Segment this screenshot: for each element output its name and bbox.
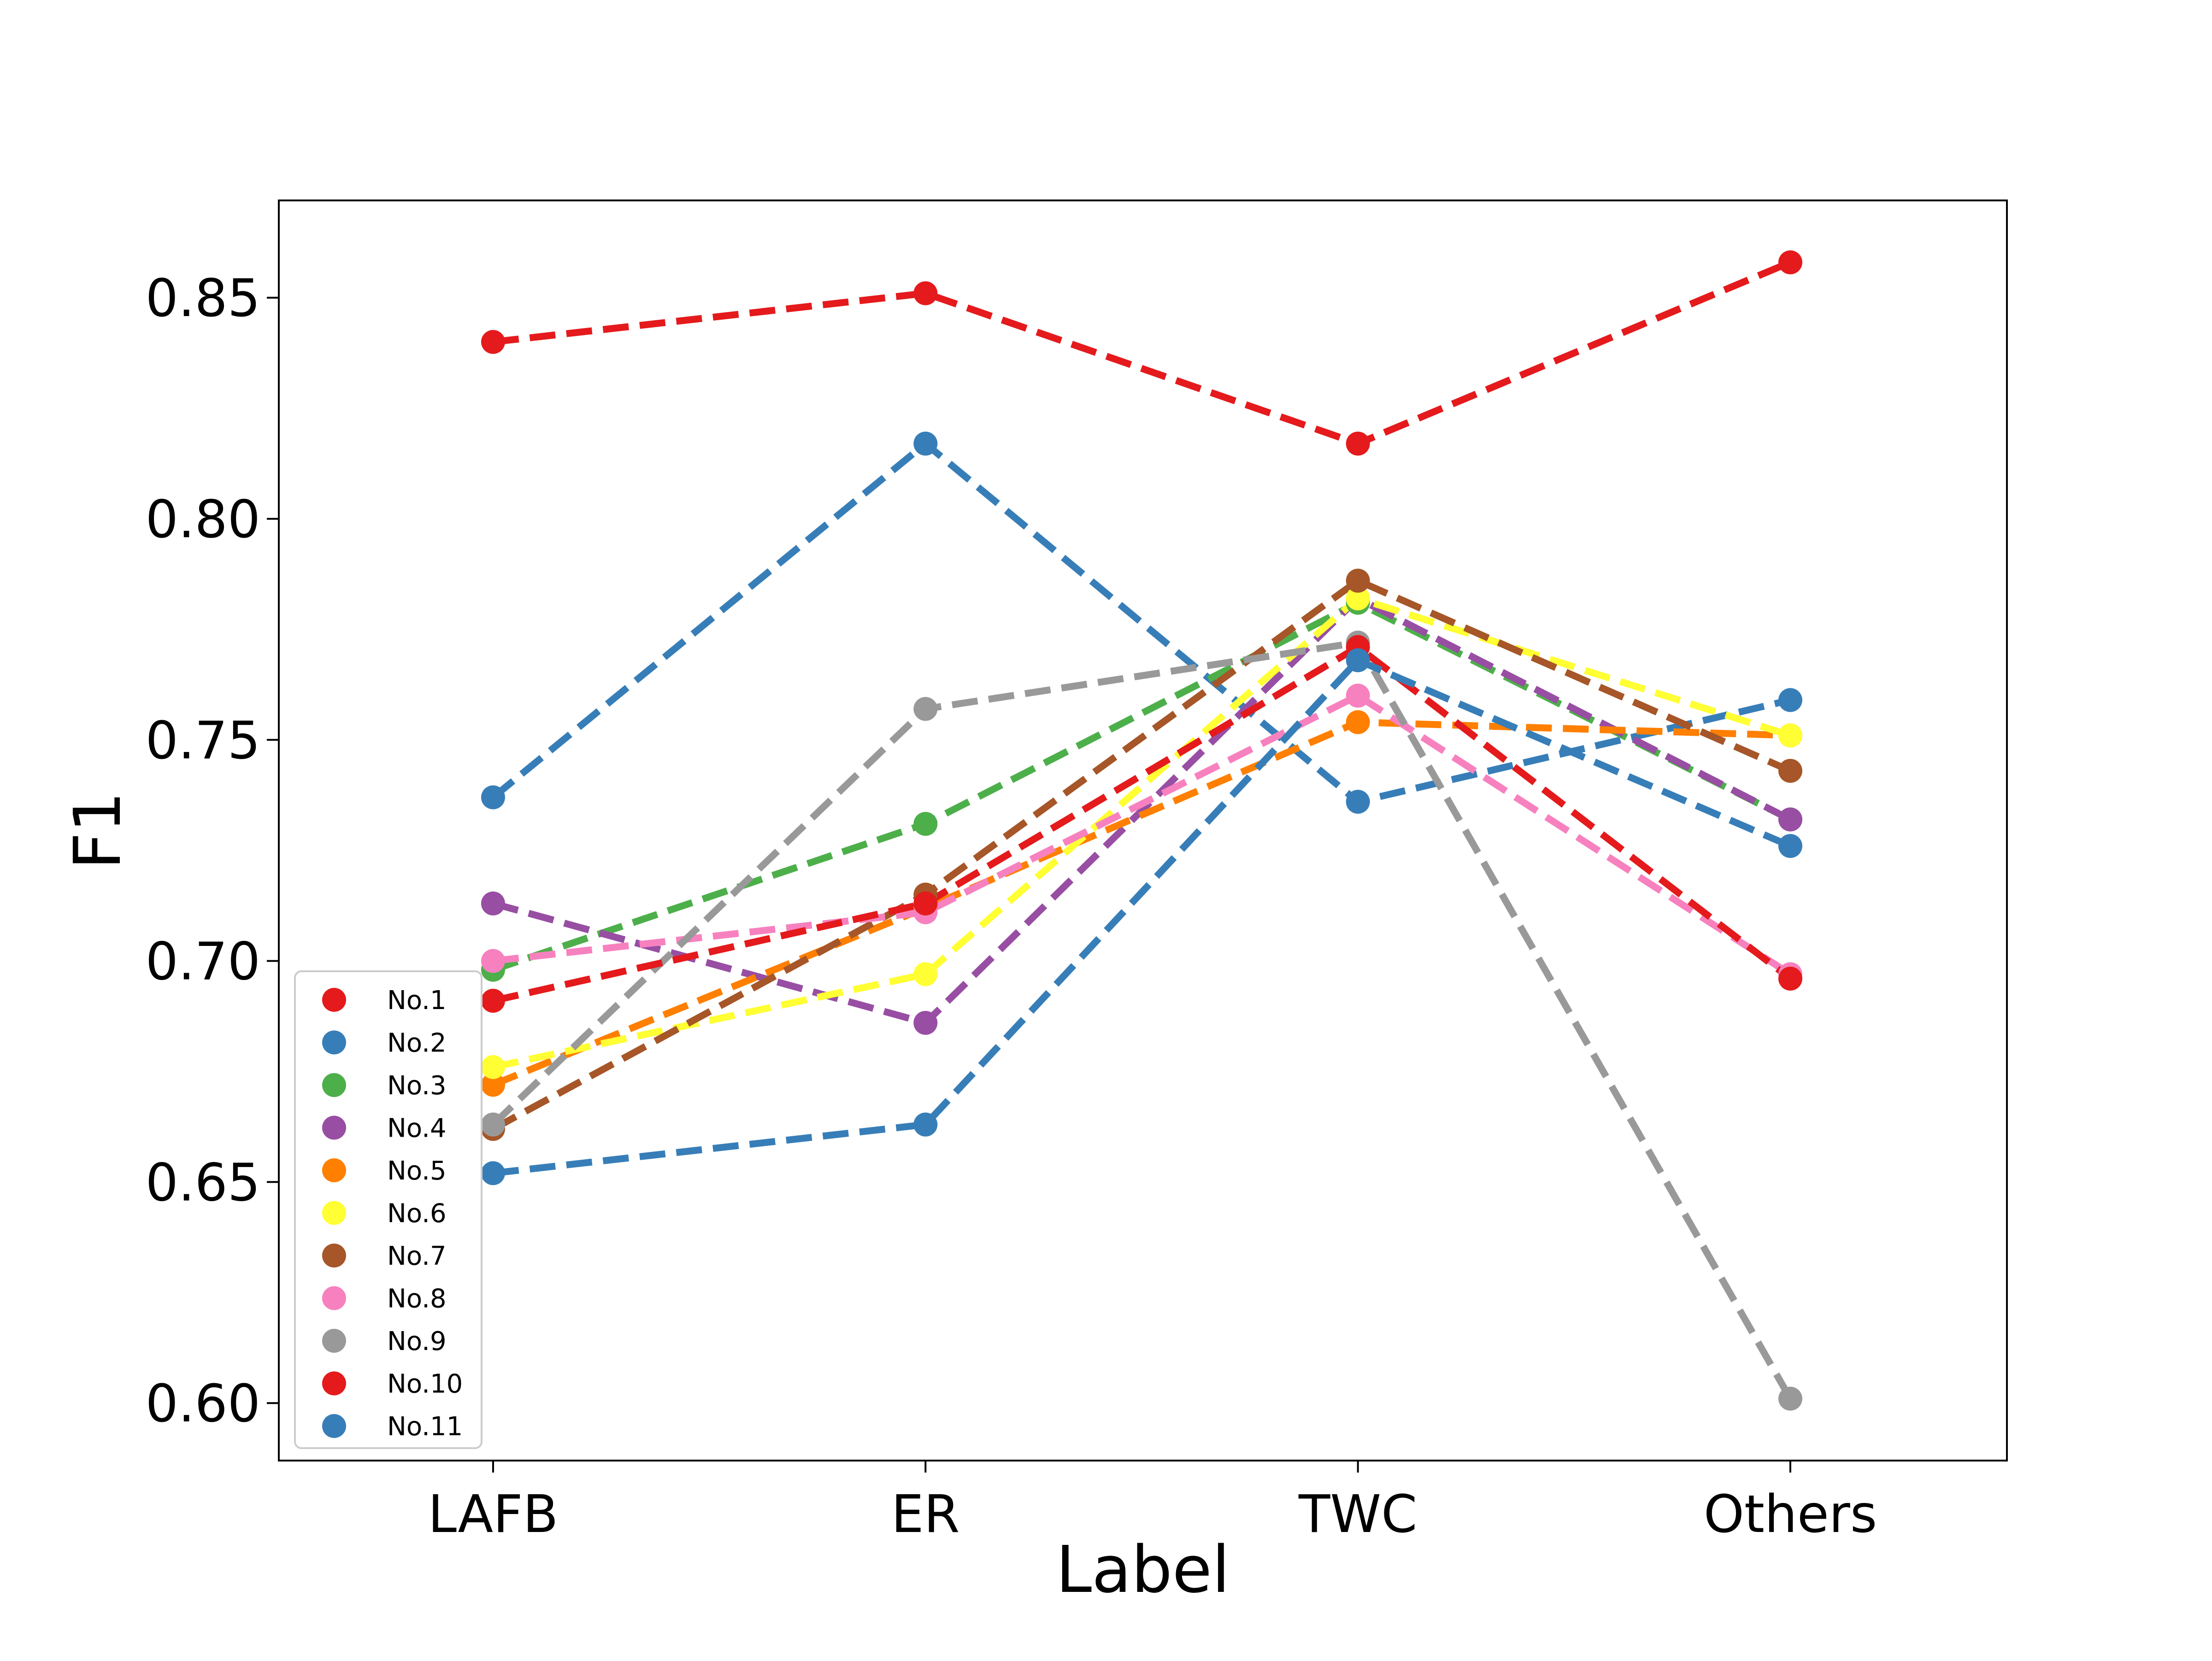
y-tick-label: 0.85 — [146, 269, 260, 329]
series-markers — [481, 250, 1802, 1411]
legend-label: No.6 — [387, 1199, 447, 1229]
series-line — [491, 577, 1792, 1132]
data-point — [1346, 431, 1370, 456]
legend-label: No.9 — [387, 1326, 447, 1356]
data-point — [481, 1161, 505, 1186]
x-axis-title: Label — [1056, 1532, 1230, 1608]
data-point — [1346, 648, 1370, 673]
data-point — [481, 1055, 505, 1079]
series-line — [492, 643, 1793, 1004]
data-point — [1778, 834, 1802, 858]
data-point — [1346, 710, 1370, 734]
legend-label: No.3 — [387, 1071, 447, 1101]
data-point — [1346, 586, 1370, 610]
data-point — [913, 281, 938, 305]
data-point — [913, 431, 938, 456]
y-tick-label: 0.65 — [146, 1153, 260, 1213]
data-point — [481, 785, 505, 810]
data-point — [1778, 250, 1802, 275]
series-lines — [490, 259, 1794, 1401]
series-line — [493, 692, 1793, 977]
plot-area-frame — [278, 200, 2008, 1461]
legend-marker — [322, 988, 346, 1012]
data-point — [1778, 688, 1802, 712]
series-line — [490, 639, 1794, 1401]
data-point — [481, 330, 505, 354]
legend: No.1 No.2 No.3 No.4 No.5 No.6 No.7 No.8 No.9 No.1… — [294, 970, 482, 1449]
x-tick-label: Others — [1704, 1485, 1877, 1544]
data-point — [1346, 790, 1370, 814]
x-tick-label: TWC — [1298, 1485, 1417, 1544]
data-point — [481, 1073, 505, 1097]
data-point — [481, 891, 505, 916]
series-line — [492, 599, 1792, 973]
data-point — [913, 812, 938, 836]
data-point — [1778, 807, 1802, 832]
y-tick-label: 0.75 — [146, 711, 260, 771]
legend-marker — [322, 1115, 346, 1140]
series-line — [493, 259, 1792, 447]
legend-label: No.10 — [387, 1369, 463, 1399]
series-line — [493, 657, 1792, 1177]
legend-label: No.2 — [387, 1028, 447, 1058]
legend-marker — [322, 1158, 346, 1182]
data-point — [1778, 966, 1802, 991]
y-tick-label: 0.60 — [146, 1374, 260, 1434]
legend-label: No.1 — [387, 986, 447, 1015]
x-tick-label: LAFB — [428, 1485, 559, 1544]
legend-label: No.4 — [387, 1114, 447, 1144]
series-line — [491, 440, 1791, 805]
data-point — [481, 949, 505, 973]
x-axis: LAFB ER TWC Others — [428, 1461, 1877, 1544]
data-point — [1346, 569, 1370, 593]
data-point — [1778, 723, 1802, 748]
data-point — [913, 697, 938, 721]
legend-marker — [322, 1244, 346, 1268]
legend-label: No.11 — [387, 1412, 463, 1442]
data-point — [1346, 683, 1370, 708]
data-point — [913, 1112, 938, 1137]
data-point — [913, 1010, 938, 1035]
y-tick-label: 0.80 — [146, 490, 260, 550]
data-point — [1778, 758, 1802, 783]
legend-label: No.8 — [387, 1284, 447, 1314]
series-line — [492, 718, 1791, 1088]
legend-marker — [322, 1414, 346, 1438]
legend-marker — [322, 1371, 346, 1396]
data-point — [481, 1112, 505, 1137]
y-axis: 0.60 0.65 0.70 0.75 0.80 0.85 — [146, 269, 279, 1434]
legend-marker — [322, 1286, 346, 1310]
x-tick-label: ER — [891, 1485, 960, 1544]
legend-marker — [322, 1073, 346, 1097]
data-point — [481, 988, 505, 1013]
data-point — [1778, 1386, 1802, 1411]
y-tick-label: 0.70 — [146, 932, 260, 992]
legend-marker — [322, 1030, 346, 1055]
series-line — [492, 595, 1792, 1027]
legend-marker — [322, 1329, 346, 1353]
legend-label: No.5 — [387, 1156, 447, 1186]
data-point — [913, 891, 938, 916]
legend-marker — [322, 1201, 346, 1225]
series-line — [492, 595, 1792, 1071]
data-point — [913, 962, 938, 986]
legend-label: No.7 — [387, 1241, 447, 1271]
y-axis-title: F1 — [60, 792, 135, 870]
